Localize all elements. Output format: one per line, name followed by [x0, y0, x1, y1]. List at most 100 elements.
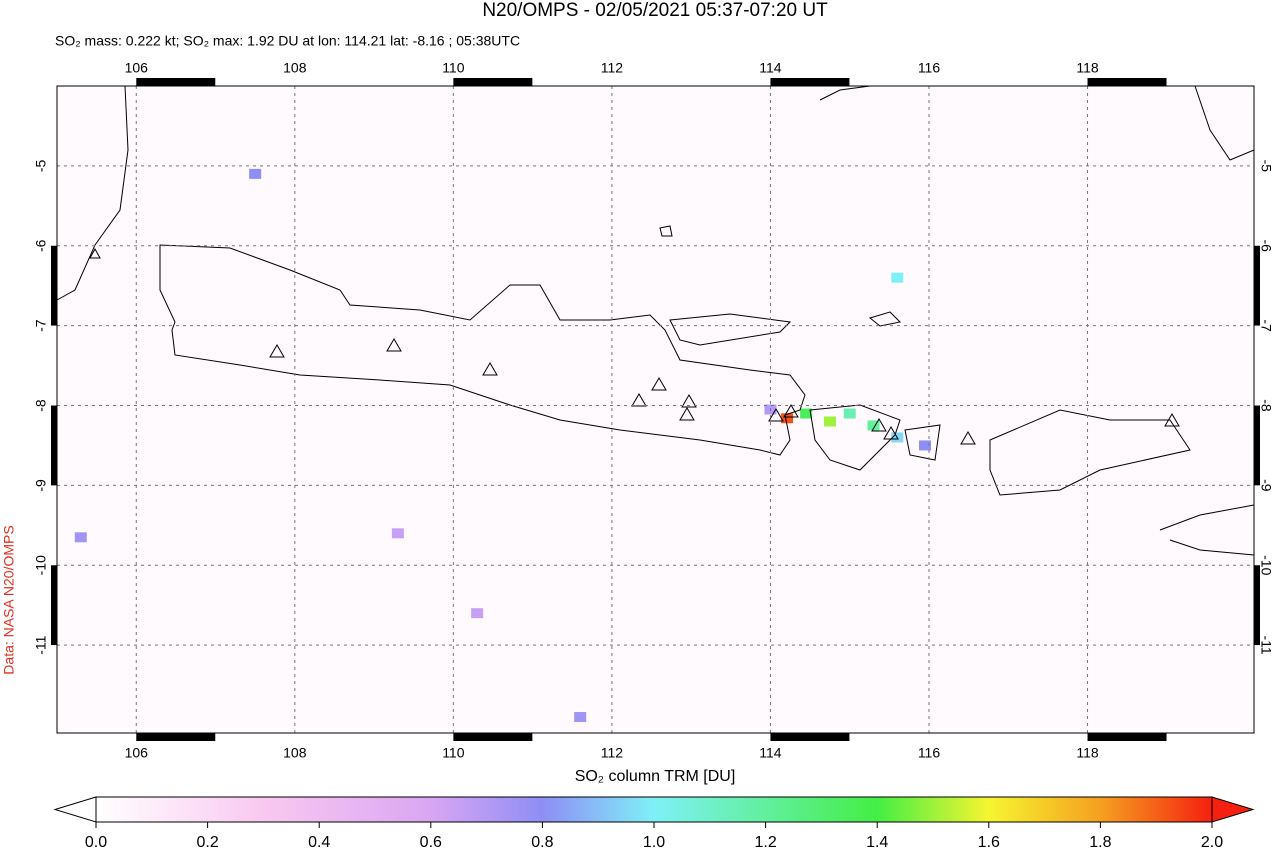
coast-lombok [904, 424, 941, 461]
tick-bar [136, 78, 216, 86]
so2-pixel [891, 272, 904, 283]
x-tick-label: 112 [601, 60, 624, 76]
so2-pixel [823, 416, 836, 427]
tick-bar [51, 325, 57, 406]
colorbar-tick-label: 2.0 [1201, 834, 1223, 851]
y-tick-label: -8 [1258, 399, 1272, 412]
tick-bar [51, 245, 57, 326]
tick-bar [51, 645, 57, 726]
title: N20/OMPS - 02/05/2021 05:37-07:20 UT [482, 0, 828, 21]
x-tick-label: 112 [601, 745, 624, 761]
x-tick-label: 110 [442, 60, 465, 76]
tick-bar [611, 733, 691, 741]
x-tick-label: 108 [283, 745, 307, 761]
tick-bar [1254, 325, 1260, 406]
colorbar-tick-label: 1.2 [754, 834, 776, 851]
tick-bar [1254, 485, 1260, 566]
coast-islands [659, 225, 902, 327]
tick-bar [1254, 245, 1260, 326]
so2-pixel [471, 608, 484, 619]
tick-bar [136, 733, 216, 741]
colorbar-tick-label: 1.0 [643, 834, 665, 851]
x-tick-label: 114 [759, 745, 782, 761]
x-tick-label: 114 [759, 60, 782, 76]
tick-bar [1087, 733, 1167, 741]
tick-bar [453, 78, 533, 86]
map-frame [56, 85, 1255, 734]
tick-bar [294, 733, 374, 741]
map-background [57, 86, 1254, 733]
colorbar-tick-label: 1.6 [978, 834, 1000, 851]
colorbar-low-arrow [53, 796, 97, 823]
colorbar-tick-label: 0.0 [85, 834, 107, 851]
colorbar-tick-label: 0.8 [531, 834, 553, 851]
x-tick-label: 106 [125, 60, 149, 76]
so2-pixel [391, 528, 404, 539]
y-tick-label: -11 [1258, 636, 1272, 655]
tick-bar [611, 78, 691, 86]
so2-pixel [843, 408, 856, 419]
y-tick-label: -10 [33, 555, 49, 575]
credit: Data: NASA N20/OMPS [1, 525, 17, 674]
so2-pixel [919, 440, 932, 451]
so2-pixel [781, 413, 794, 424]
y-tick-label: -10 [1258, 555, 1272, 575]
colorbar-tick-label: 0.4 [308, 834, 330, 851]
so2-pixel [800, 408, 813, 419]
coast-sumbawa [989, 409, 1191, 496]
tick-bar [51, 565, 57, 646]
so2-pixel [74, 532, 87, 543]
coast-java [159, 244, 806, 456]
y-tick-label: -8 [33, 399, 49, 412]
x-tick-label: 118 [1076, 60, 1099, 76]
tick-bar [1087, 78, 1167, 86]
x-tick-label: 110 [442, 745, 465, 761]
colorbar-label: SO₂ column TRM [DU] [575, 768, 736, 785]
tick-bar [51, 405, 57, 486]
colorbar-high-arrow [1211, 796, 1255, 823]
tick-bar [453, 733, 533, 741]
y-tick-label: -9 [1258, 479, 1272, 492]
tick-bar [294, 78, 374, 86]
coast-madura [669, 313, 792, 346]
coast-borneo [819, 85, 1255, 161]
colorbar-tick-label: 1.8 [1089, 834, 1111, 851]
colorbar-tick-label: 0.2 [196, 834, 218, 851]
x-tick-label: 116 [918, 745, 941, 761]
coastlines [56, 85, 1255, 556]
colorbar [96, 797, 1212, 822]
tick-bar [770, 733, 850, 741]
tick-bar [928, 78, 1008, 86]
tick-bar [51, 485, 57, 566]
coast-sumatra [56, 85, 129, 301]
tick-bar [1254, 405, 1260, 486]
grid-layer [51, 78, 1260, 741]
y-tick-label: -9 [33, 479, 49, 492]
tick-bar [928, 733, 1008, 741]
y-tick-label: -5 [1258, 160, 1272, 173]
colorbar-tick-label: 1.4 [866, 834, 888, 851]
y-tick-label: -6 [1258, 240, 1272, 253]
tick-bar [1254, 645, 1260, 726]
x-tick-label: 116 [918, 60, 941, 76]
so2-pixel [249, 168, 262, 179]
subtitle: SO₂ mass: 0.222 kt; SO₂ max: 1.92 DU at … [55, 33, 520, 49]
x-tick-label: 106 [125, 745, 149, 761]
coast-timor [1159, 504, 1255, 556]
y-tick-label: -5 [33, 159, 49, 172]
x-tick-label: 118 [1076, 745, 1099, 761]
coast-bali [809, 404, 901, 471]
x-tick-label: 108 [283, 60, 307, 76]
y-tick-label: -11 [33, 635, 49, 654]
tick-bar [1254, 565, 1260, 646]
tick-bar [51, 165, 57, 246]
so2-pixel [574, 712, 587, 723]
so2-pixel [867, 420, 880, 431]
y-tick-label: -7 [1258, 319, 1272, 332]
y-tick-label: -7 [33, 319, 49, 332]
colorbar-tick-label: 0.6 [420, 834, 442, 851]
tick-bar [1254, 165, 1260, 246]
y-tick-label: -6 [33, 239, 49, 252]
tick-bar [770, 78, 850, 86]
